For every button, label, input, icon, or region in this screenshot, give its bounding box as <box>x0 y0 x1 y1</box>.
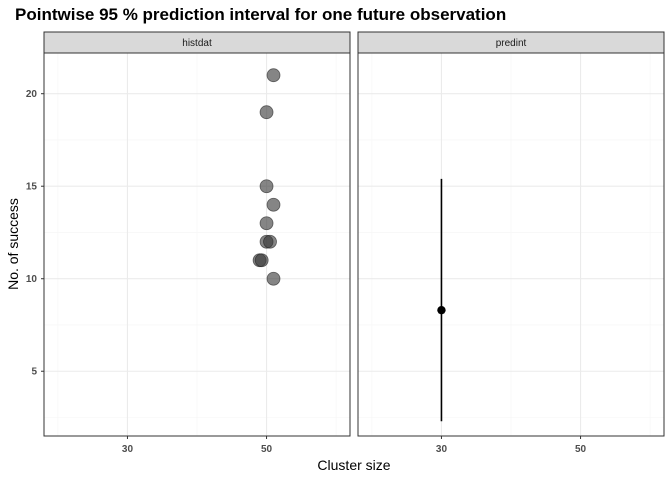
marks-histdat <box>252 68 281 286</box>
y-tick-label: 20 <box>26 89 38 100</box>
data-point <box>266 197 281 212</box>
y-axis-title: No. of success <box>5 198 21 290</box>
data-point <box>259 216 274 231</box>
x-axis-title: Cluster size <box>317 457 390 473</box>
strip-label-predint: predint <box>496 38 527 49</box>
panel-histdat: histdat <box>43 31 351 437</box>
x-axis-ticks: 30 50 30 50 <box>122 436 587 455</box>
y-axis-ticks: 5 10 15 20 <box>26 89 44 378</box>
data-point <box>259 105 274 120</box>
x-tick-label: 50 <box>261 444 273 455</box>
strip-label-histdat: histdat <box>182 38 212 49</box>
y-tick-label: 15 <box>26 182 38 193</box>
y-tick-label: 10 <box>26 274 38 285</box>
data-point <box>259 179 274 194</box>
data-point <box>266 68 281 83</box>
prediction-point <box>437 305 446 315</box>
marks-predint <box>437 178 446 422</box>
data-point <box>254 253 269 268</box>
panel-border-histdat <box>43 52 351 437</box>
data-point <box>263 234 277 249</box>
data-point <box>266 271 281 286</box>
x-tick-label: 50 <box>575 444 587 455</box>
panel-border-predint <box>357 52 665 437</box>
x-tick-label: 30 <box>122 444 134 455</box>
chart-title: Pointwise 95 % prediction interval for o… <box>15 5 506 24</box>
panel-predint: predint <box>357 31 665 437</box>
y-tick-label: 5 <box>31 367 37 378</box>
x-tick-label: 30 <box>436 444 448 455</box>
